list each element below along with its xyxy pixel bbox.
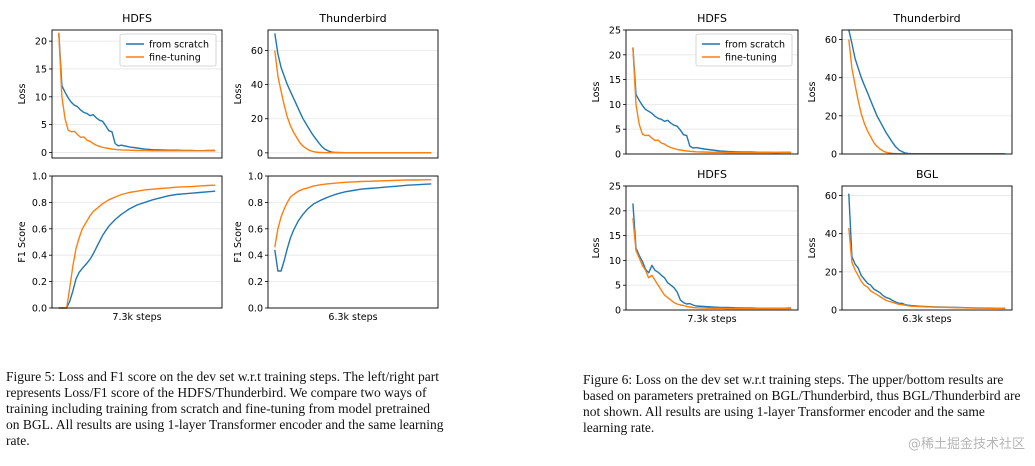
y-tick-label: 40 xyxy=(825,229,837,240)
y-tick-label: 15 xyxy=(35,64,47,75)
axes-frame xyxy=(267,29,439,159)
y-tick-label: 20 xyxy=(609,206,621,217)
y-tick-label: 0 xyxy=(831,306,837,317)
legend-label: fine-tuning xyxy=(725,53,777,64)
y-axis-label: Loss xyxy=(233,84,244,105)
series-line-fine-tuning xyxy=(632,47,792,154)
chart-panel-3: 0.0 0.2 0.4 0.6 0.8 1.0 6.3k steps F1 Score xyxy=(233,172,439,323)
y-axis-label: F1 Score xyxy=(233,221,244,262)
series-line-fine-tuning xyxy=(848,39,1006,155)
y-tick-label: 25 xyxy=(609,26,621,37)
series-line-from-scratch xyxy=(274,183,432,272)
y-tick-label: 20 xyxy=(609,50,621,61)
x-axis-label: 6.3k steps xyxy=(328,312,377,323)
figure5-caption: Figure 5: Loss and F1 score on the dev s… xyxy=(6,369,444,448)
chart-panel-2: 0.0 0.2 0.4 0.6 0.8 1.0 7.3k steps F1 Score xyxy=(17,172,223,323)
figure6-caption: Figure 6: Loss on the dev set w.r.t trai… xyxy=(583,372,1021,435)
axes-frame xyxy=(51,29,223,159)
y-tick-label: 20 xyxy=(35,37,47,48)
y-axis-label: Loss xyxy=(17,84,28,105)
y-tick-label: 10 xyxy=(35,92,47,103)
legend-label: fine-tuning xyxy=(149,53,201,64)
axes-frame xyxy=(267,175,439,309)
y-tick-label: 20 xyxy=(825,111,837,122)
y-tick-label: 0.8 xyxy=(248,198,263,209)
y-tick-label: 60 xyxy=(251,46,263,57)
y-axis-label: Loss xyxy=(591,238,602,259)
y-tick-label: 0.6 xyxy=(248,224,263,235)
series-line-fine-tuning xyxy=(274,50,432,154)
legend-label: from scratch xyxy=(149,40,209,51)
axes-frame xyxy=(841,185,1013,311)
chart-panel-7: 0 20 40 60 BGL 6.3k steps Loss xyxy=(807,168,1013,325)
y-tick-label: 5 xyxy=(41,120,47,131)
axes-frame xyxy=(51,175,223,309)
y-tick-label: 20 xyxy=(251,114,263,125)
y-tick-label: 0.0 xyxy=(32,304,47,315)
chart-panel-4: 0 5 10 15 20 25 HDFS Loss from scratch fine-tunin… xyxy=(591,12,799,161)
series-line-fine-tuning xyxy=(58,32,216,152)
y-tick-label: 40 xyxy=(825,73,837,84)
x-axis-label: 7.3k steps xyxy=(112,312,161,323)
chart-title: HDFS xyxy=(122,12,152,25)
y-axis-label: F1 Score xyxy=(17,221,28,262)
y-tick-label: 0 xyxy=(831,150,837,161)
legend-label: from scratch xyxy=(725,40,785,51)
series-line-fine-tuning xyxy=(632,218,792,310)
chart-title: Thunderbird xyxy=(892,12,960,25)
watermark: @稀土掘金技术社区 xyxy=(907,437,1025,452)
y-tick-label: 0.0 xyxy=(248,304,263,315)
y-tick-label: 0 xyxy=(615,150,621,161)
y-tick-label: 10 xyxy=(609,256,621,267)
series-line-fine-tuning xyxy=(274,179,432,248)
y-tick-label: 10 xyxy=(609,100,621,111)
series-line-fine-tuning xyxy=(848,227,1006,310)
series-line-from-scratch xyxy=(58,190,216,309)
y-tick-label: 0 xyxy=(41,148,47,159)
chart-panel-0: 0 5 10 15 20 HDFS Loss from scratch fine-tuning xyxy=(17,12,223,159)
x-axis-label: 6.3k steps xyxy=(902,314,951,325)
series-line-from-scratch xyxy=(848,29,1006,155)
series-line-from-scratch xyxy=(632,203,792,309)
y-tick-label: 1.0 xyxy=(248,172,263,183)
y-tick-label: 25 xyxy=(609,182,621,193)
chart-title: HDFS xyxy=(697,168,727,181)
y-tick-label: 5 xyxy=(615,281,621,292)
chart-title: BGL xyxy=(916,168,939,181)
y-tick-label: 60 xyxy=(825,35,837,46)
y-tick-label: 0.4 xyxy=(32,251,47,262)
y-tick-label: 40 xyxy=(251,80,263,91)
axes-frame xyxy=(625,185,799,311)
axes-frame xyxy=(841,29,1013,155)
y-axis-label: Loss xyxy=(807,82,818,103)
chart-title: Thunderbird xyxy=(318,12,386,25)
y-tick-label: 0 xyxy=(615,306,621,317)
y-tick-label: 0.4 xyxy=(248,251,263,262)
chart-panel-1: 0 20 40 60 Thunderbird Loss xyxy=(233,12,439,159)
legend-box xyxy=(119,33,217,67)
series-line-fine-tuning xyxy=(58,184,216,309)
y-tick-label: 0.8 xyxy=(32,198,47,209)
chart-panel-6: 0 5 10 15 20 25 HDFS 7.3k steps Loss xyxy=(591,168,799,325)
y-axis-label: Loss xyxy=(807,238,818,259)
y-tick-label: 0.2 xyxy=(248,277,263,288)
y-tick-label: 15 xyxy=(609,231,621,242)
y-tick-label: 5 xyxy=(615,125,621,136)
legend-box xyxy=(695,33,793,67)
y-tick-label: 0 xyxy=(257,148,263,159)
chart-panel-5: 0 20 40 60 Thunderbird Loss xyxy=(807,12,1013,161)
y-tick-label: 1.0 xyxy=(32,172,47,183)
y-tick-label: 0.2 xyxy=(32,277,47,288)
x-axis-label: 7.3k steps xyxy=(687,314,736,325)
y-axis-label: Loss xyxy=(591,82,602,103)
y-tick-label: 15 xyxy=(609,75,621,86)
y-tick-label: 60 xyxy=(825,191,837,202)
y-tick-label: 0.6 xyxy=(32,224,47,235)
chart-title: HDFS xyxy=(697,12,727,25)
axes-frame xyxy=(625,29,799,155)
y-tick-label: 20 xyxy=(825,267,837,278)
series-line-from-scratch xyxy=(274,33,432,154)
